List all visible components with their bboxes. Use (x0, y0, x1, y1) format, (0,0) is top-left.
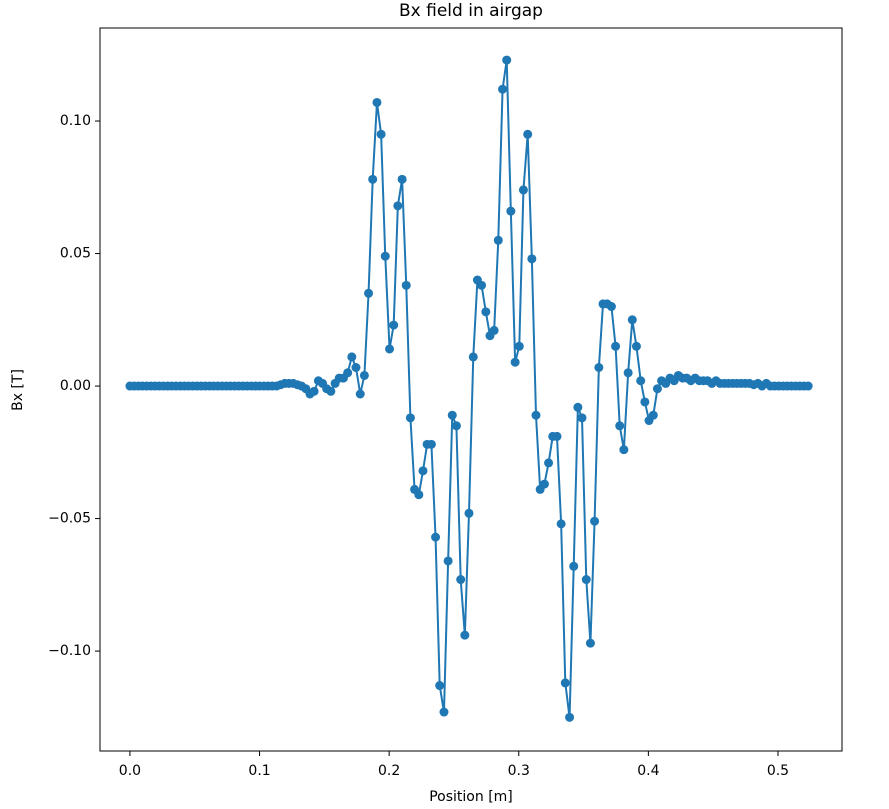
plot-frame (99, 27, 843, 752)
data-point (426, 439, 436, 449)
data-point (627, 315, 637, 325)
y-tick-label: −0.05 (48, 511, 91, 527)
data-point (405, 413, 415, 423)
data-point (380, 251, 390, 261)
data-point (573, 402, 583, 412)
data-point (803, 381, 813, 391)
data-point (451, 421, 461, 431)
data-point (652, 384, 662, 394)
data-point (460, 630, 470, 640)
data-point (514, 341, 524, 351)
x-tick-label: 0.1 (248, 763, 270, 779)
data-point (640, 397, 650, 407)
data-point (359, 370, 369, 380)
data-point (326, 386, 336, 396)
x-tick-label: 0.0 (119, 763, 141, 779)
data-point (594, 363, 604, 373)
data-point (648, 410, 658, 420)
data-point (372, 97, 382, 107)
data-point (477, 280, 487, 290)
data-point (389, 320, 399, 330)
data-point (447, 410, 457, 420)
x-tick-label: 0.4 (637, 763, 659, 779)
data-point (569, 561, 579, 571)
y-axis-label: Bx [T] (10, 369, 26, 411)
data-point (565, 712, 575, 722)
data-point (401, 280, 411, 290)
data-point (347, 352, 357, 362)
data-point (552, 431, 562, 441)
data-point (343, 368, 353, 378)
data-point (414, 490, 424, 500)
chart-title: Bx field in airgap (399, 1, 543, 21)
data-point (489, 325, 499, 335)
data-point (556, 519, 566, 529)
x-tick-label: 0.5 (767, 763, 789, 779)
data-point (585, 638, 595, 648)
data-point (619, 445, 629, 455)
data-point (623, 368, 633, 378)
data-point (581, 575, 591, 585)
data-point (493, 235, 503, 245)
y-tick-label: 0.05 (60, 246, 91, 262)
data-point (393, 201, 403, 211)
data-point (309, 386, 319, 396)
data-point (397, 174, 407, 184)
data-point (631, 341, 641, 351)
data-point (498, 84, 508, 94)
data-point (468, 352, 478, 362)
data-point (418, 466, 428, 476)
data-point (518, 185, 528, 195)
data-point (385, 344, 395, 354)
x-axis-label: Position [m] (429, 789, 513, 805)
data-point (481, 307, 491, 317)
y-tick-label: 0.00 (60, 378, 91, 394)
data-point (439, 707, 449, 717)
data-point (351, 363, 361, 373)
data-point (523, 129, 533, 139)
data-point (506, 206, 516, 216)
y-tick-label: 0.10 (60, 113, 91, 129)
data-point (376, 129, 386, 139)
data-point (435, 681, 445, 691)
data-point (368, 174, 378, 184)
data-point (527, 254, 537, 264)
data-point (355, 389, 365, 399)
data-point (502, 55, 512, 65)
data-point (510, 357, 520, 367)
data-point (615, 421, 625, 431)
y-tick-label: −0.10 (48, 643, 91, 659)
data-point (590, 516, 600, 526)
data-point (443, 556, 453, 566)
data-point (606, 302, 616, 312)
x-tick-label: 0.3 (508, 763, 530, 779)
data-point (611, 341, 621, 351)
x-tick-label: 0.2 (378, 763, 400, 779)
data-point (456, 575, 466, 585)
data-point (544, 458, 554, 468)
data-point (560, 678, 570, 688)
data-point (577, 413, 587, 423)
data-point (539, 479, 549, 489)
data-point (364, 288, 374, 298)
data-point (636, 376, 646, 386)
data-point (531, 410, 541, 420)
data-point (431, 532, 441, 542)
data-point (464, 508, 474, 518)
